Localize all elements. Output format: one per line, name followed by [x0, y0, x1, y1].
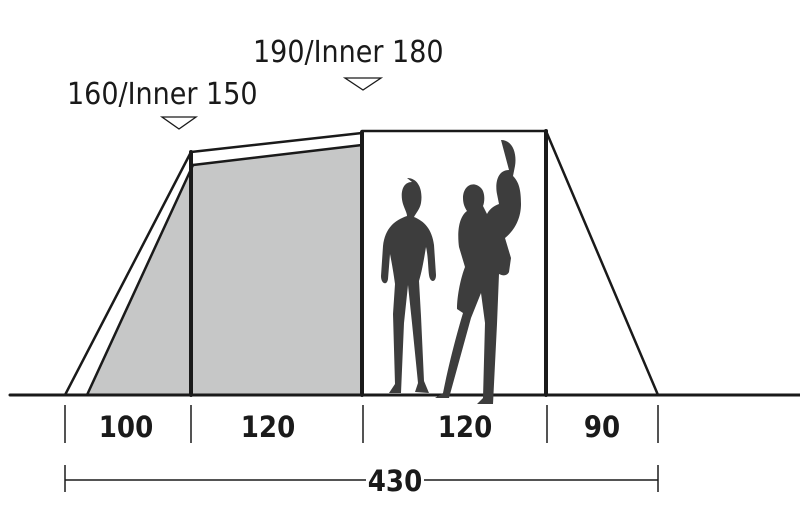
adult-silhouette: [435, 140, 521, 404]
outer-roof-line: [189, 131, 364, 154]
left-height-label: 160/Inner 150: [67, 77, 258, 112]
front-inner-slope: [85, 163, 195, 397]
dimension-ticks: [64, 405, 659, 492]
segment-width-1: 100: [99, 410, 153, 444]
center-height-marker: [342, 77, 384, 91]
people-silhouettes: [381, 140, 521, 404]
segment-width-2: 120: [241, 410, 295, 444]
segment-width-4: 90: [584, 410, 620, 444]
inner-roof-line: [191, 143, 364, 167]
child-silhouette: [381, 178, 436, 393]
rear-slope: [544, 129, 660, 397]
center-height-label: 190/Inner 180: [253, 35, 444, 70]
total-width-label: 430: [368, 464, 422, 498]
segment-width-3: 120: [438, 410, 492, 444]
left-height-marker: [159, 116, 199, 130]
inner-tent-area: [87, 145, 362, 395]
front-outer-slope: [63, 150, 193, 397]
